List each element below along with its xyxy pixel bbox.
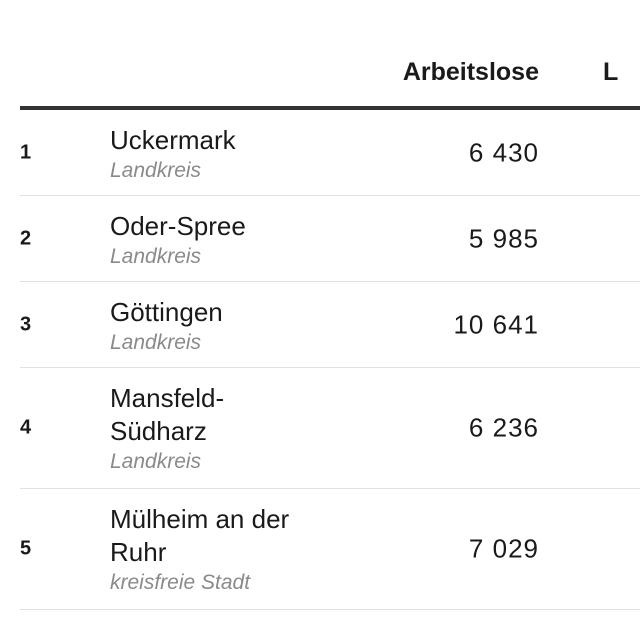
region-type: Landkreis [110, 450, 202, 473]
table-row[interactable]: 5 Mülheim an der Ruhr kreisfreie Stadt 7… [20, 489, 640, 610]
region-cell: Mülheim an der Ruhr kreisfreie Stadt [110, 503, 340, 597]
row-rank: 4 [20, 416, 32, 439]
row-rank: 1 [20, 141, 32, 163]
region-name: Uckermark [110, 125, 236, 155]
region-cell: Oder-Spree Landkreis [110, 210, 340, 271]
unemployed-value: 10 641 [453, 309, 539, 339]
table-row[interactable]: 3 Göttingen Landkreis 10 641 [20, 282, 640, 368]
column-header-truncated[interactable]: L [603, 58, 619, 86]
ranking-table: Arbeitslose L 1 Uckermark Landkreis 6 43… [20, 0, 640, 640]
unemployed-value: 7 029 [468, 533, 539, 564]
unemployed-value: 5 985 [468, 223, 539, 253]
unemployed-value: 6 430 [468, 137, 539, 167]
table-header: Arbeitslose L [20, 0, 640, 110]
region-cell: Göttingen Landkreis [110, 296, 340, 357]
table-row[interactable]: 4 Mansfeld-Südharz Landkreis 6 236 [20, 368, 640, 489]
region-cell: Mansfeld-Südharz Landkreis [110, 382, 310, 476]
table-row[interactable]: 2 Oder-Spree Landkreis 5 985 [20, 196, 640, 282]
row-rank: 3 [20, 313, 32, 335]
region-name: Oder-Spree [110, 211, 246, 241]
region-name: Mülheim an der Ruhr [110, 504, 290, 567]
table-row[interactable]: 1 Uckermark Landkreis 6 430 [20, 110, 640, 196]
region-name: Mansfeld-Südharz [110, 383, 225, 446]
column-header-arbeitslose[interactable]: Arbeitslose [402, 58, 539, 86]
unemployed-value: 6 236 [468, 412, 539, 443]
region-type: Landkreis [110, 245, 202, 268]
region-name: Göttingen [110, 297, 223, 327]
region-cell: Uckermark Landkreis [110, 124, 340, 185]
row-rank: 5 [20, 537, 32, 560]
row-rank: 2 [20, 227, 32, 249]
region-type: kreisfreie Stadt [110, 571, 251, 594]
region-type: Landkreis [110, 159, 202, 182]
region-type: Landkreis [110, 331, 202, 354]
